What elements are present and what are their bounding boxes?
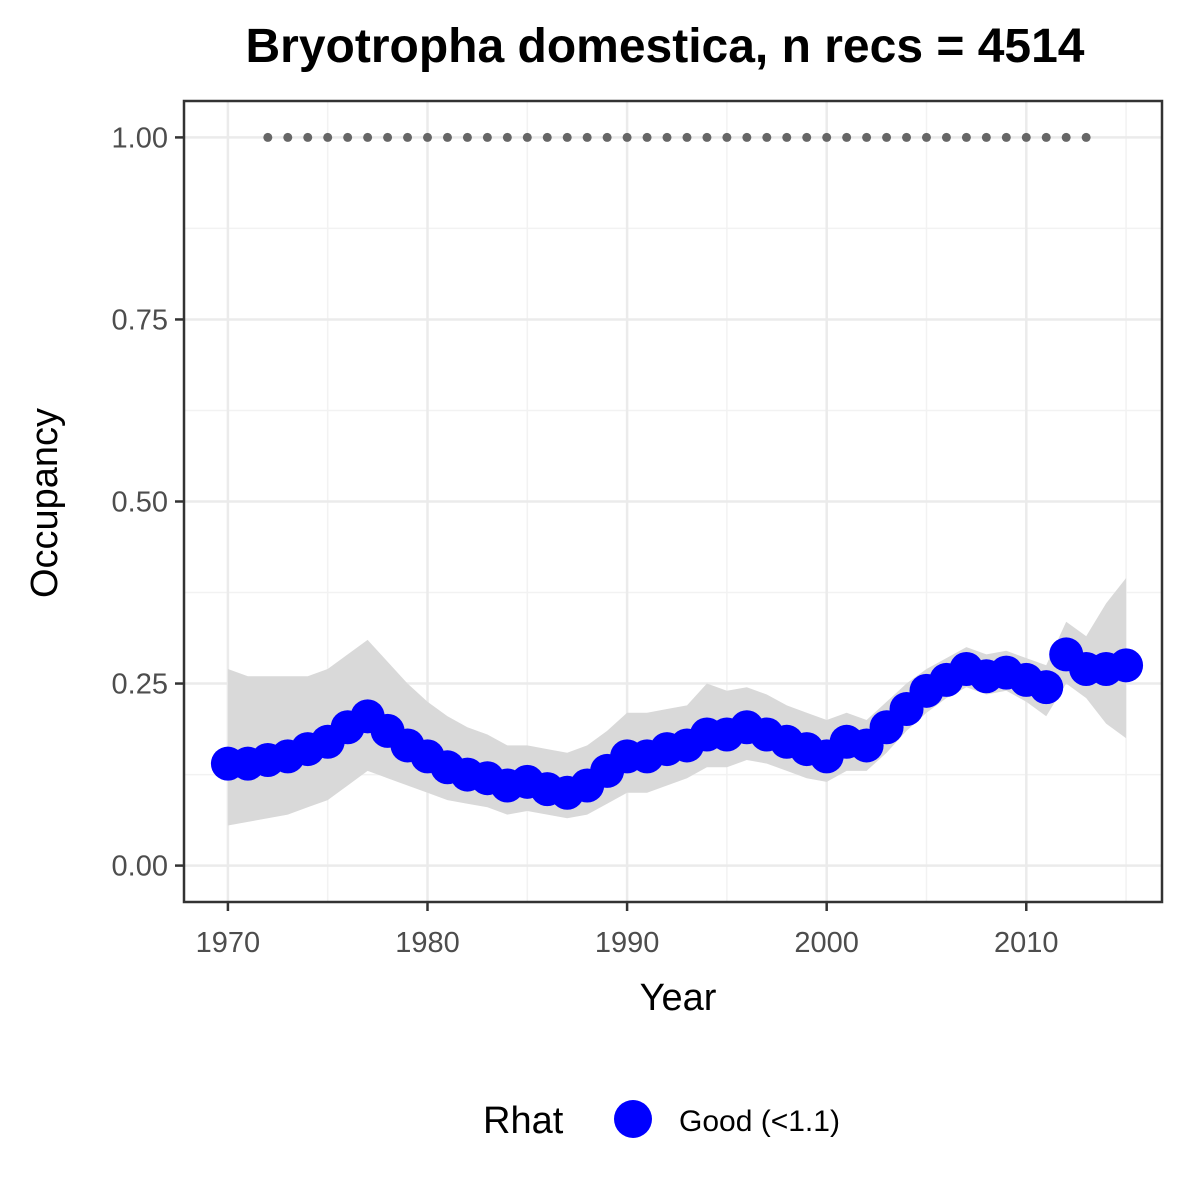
occupancy-point: [1109, 648, 1144, 683]
x-tick-label: 1970: [196, 927, 261, 959]
x-tick-label: 2000: [794, 927, 859, 959]
record-point: [283, 132, 293, 142]
record-point: [343, 132, 353, 142]
record-point: [363, 132, 373, 142]
record-point: [622, 132, 632, 142]
record-point: [662, 132, 672, 142]
y-tick-label: 0.50: [112, 487, 168, 519]
record-point: [383, 132, 393, 142]
record-point: [263, 132, 273, 142]
record-point: [862, 132, 872, 142]
x-tick-label: 2010: [994, 927, 1059, 959]
record-point: [782, 132, 792, 142]
legend: Rhat Good (<1.1): [483, 1100, 840, 1142]
record-point: [1081, 132, 1091, 142]
y-tick-label: 0.25: [112, 669, 168, 701]
record-point: [1021, 132, 1031, 142]
chart-title: Bryotropha domestica, n recs = 4514: [245, 20, 1084, 73]
record-point: [682, 132, 692, 142]
y-tick-label: 1.00: [112, 122, 168, 154]
legend-label-good: Good (<1.1): [679, 1105, 840, 1138]
record-point: [1001, 132, 1011, 142]
x-axis: 1970 1980 1990 2000 2010: [196, 902, 1059, 959]
record-point: [762, 132, 772, 142]
record-point: [802, 132, 812, 142]
record-point: [482, 132, 492, 142]
x-tick-label: 1990: [595, 927, 660, 959]
record-point: [1061, 132, 1071, 142]
y-tick-label: 0.00: [112, 851, 168, 883]
y-axis: 0.00 0.25 0.50 0.75 1.00: [112, 122, 184, 883]
record-point: [602, 132, 612, 142]
record-point: [981, 132, 991, 142]
x-tick-label: 1980: [395, 927, 460, 959]
record-point: [562, 132, 572, 142]
record-point: [502, 132, 512, 142]
record-point: [303, 132, 313, 142]
plot-panel: [182, 99, 1164, 904]
x-axis-title: Year: [640, 977, 717, 1019]
record-point: [642, 132, 652, 142]
y-axis-title: Occupancy: [24, 408, 66, 598]
record-point: [1041, 132, 1051, 142]
record-point: [722, 132, 732, 142]
record-point: [582, 132, 592, 142]
record-point: [522, 132, 532, 142]
record-point: [403, 132, 413, 142]
record-point: [542, 132, 552, 142]
record-point: [921, 132, 931, 142]
record-point: [423, 132, 433, 142]
record-point: [742, 132, 752, 142]
record-point: [961, 132, 971, 142]
record-point: [882, 132, 892, 142]
record-point: [941, 132, 951, 142]
record-point: [842, 132, 852, 142]
record-point: [323, 132, 333, 142]
legend-key-good: [614, 1100, 652, 1138]
record-point: [702, 132, 712, 142]
record-point: [462, 132, 472, 142]
legend-title: Rhat: [483, 1100, 564, 1142]
record-point: [442, 132, 452, 142]
record-point: [902, 132, 912, 142]
occupancy-point: [1029, 670, 1064, 705]
y-tick-label: 0.75: [112, 304, 168, 336]
record-point: [822, 132, 832, 142]
